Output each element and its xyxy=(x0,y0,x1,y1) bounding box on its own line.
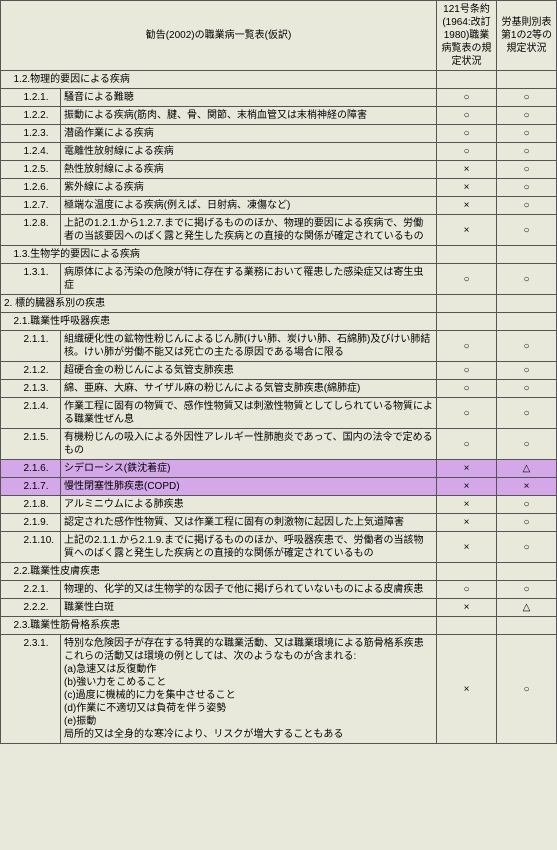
row-2-1-9: 2.1.9. 認定された感作性物質、又は作業工程に固有の刺激物に起因した上気道障… xyxy=(1,514,557,532)
row-2-3-1: 2.3.1. 特別な危険因子が存在する特異的な職業活動、又は職業環境による筋骨格… xyxy=(1,635,557,744)
row-1-2-7: 1.2.7. 極端な温度による疾病(例えば、日射病、凍傷など) × ○ xyxy=(1,197,557,215)
col2-val: ○ xyxy=(497,89,557,107)
row-2-1-4: 2.1.4. 作業工程に固有の物質で、感作性物質又は刺激性物質としてしられている… xyxy=(1,398,557,429)
row-2-1-5: 2.1.5. 有機粉じんの吸入による外因性アレルギー性肺胞炎であって、国内の法令… xyxy=(1,429,557,460)
row-2-1-2: 2.1.2. 超硬合金の粉じんによる気管支肺疾患 ○ ○ xyxy=(1,362,557,380)
row-1-2-8: 1.2.8. 上記の1.2.1.から1.2.7.までに掲げるもののほか、物理的要… xyxy=(1,215,557,246)
row-2-2-1: 2.2.1. 物理的、化学的又は生物学的な因子で他に掲げられていないものによる皮… xyxy=(1,581,557,599)
section-label: 1.2.物理的要因による疾病 xyxy=(11,71,437,89)
row-2-1-1: 2.1.1. 組織硬化性の鉱物性粉じんによるじん肺(けい肺、炭けい肺、石綿肺)及… xyxy=(1,331,557,362)
section-1-2: 1.2.物理的要因による疾病 xyxy=(1,71,557,89)
row-2-1-3: 2.1.3. 綿、亜麻、大麻、サイザル麻の粉じんによる気管支肺疾患(綿肺症) ○… xyxy=(1,380,557,398)
row-1-3-1: 1.3.1. 病原体による汚染の危険が特に存在する業務において罹患した感染症又は… xyxy=(1,264,557,295)
section-1-3: 1.3.生物学的要因による疾病 xyxy=(1,246,557,264)
header-col1: 121号条約(1964:改訂1980)職業病覧表の規定状況 xyxy=(437,1,497,71)
row-2-1-7: 2.1.7. 慢性閉塞性肺疾患(COPD) × × xyxy=(1,478,557,496)
section-2-3: 2.3.職業性筋骨格系疾患 xyxy=(1,617,557,635)
header-col2: 労基則別表第1の2等の規定状況 xyxy=(497,1,557,71)
row-2-1-8: 2.1.8. アルミニウムによる肺疾患 × ○ xyxy=(1,496,557,514)
row-1-2-6: 1.2.6. 紫外線による疾病 × ○ xyxy=(1,179,557,197)
section-2-1: 2.1.職業性呼吸器疾患 xyxy=(1,313,557,331)
header-row: 勧告(2002)の職業病一覧表(仮訳) 121号条約(1964:改訂1980)職… xyxy=(1,1,557,71)
row-desc: 騒音による難聴 xyxy=(61,89,437,107)
row-1-2-4: 1.2.4. 電離性放射線による疾病 ○ ○ xyxy=(1,143,557,161)
row-2-2-2: 2.2.2. 職業性白斑 × △ xyxy=(1,599,557,617)
row-num: 1.2.1. xyxy=(21,89,61,107)
header-main: 勧告(2002)の職業病一覧表(仮訳) xyxy=(1,1,437,71)
section-2-2: 2.2.職業性皮膚疾患 xyxy=(1,563,557,581)
row-2-1-10: 2.1.10. 上記の2.1.1.から2.1.9.までに掲げるもののほか、呼吸器… xyxy=(1,532,557,563)
row-2-1-6: 2.1.6. シデローシス(鉄沈着症) × △ xyxy=(1,460,557,478)
row-1-2-2: 1.2.2. 振動による疾病(筋肉、腱、骨、関節、末梢血管又は末梢神経の障害 ○… xyxy=(1,107,557,125)
col1-val: ○ xyxy=(437,89,497,107)
row-1-2-5: 1.2.5. 熱性放射線による疾病 × ○ xyxy=(1,161,557,179)
row-1-2-1: 1.2.1. 騒音による難聴 ○ ○ xyxy=(1,89,557,107)
section-2: 2. 標的臓器系別の疾患 xyxy=(1,295,557,313)
row-1-2-3: 1.2.3. 潜函作業による疾病 ○ ○ xyxy=(1,125,557,143)
